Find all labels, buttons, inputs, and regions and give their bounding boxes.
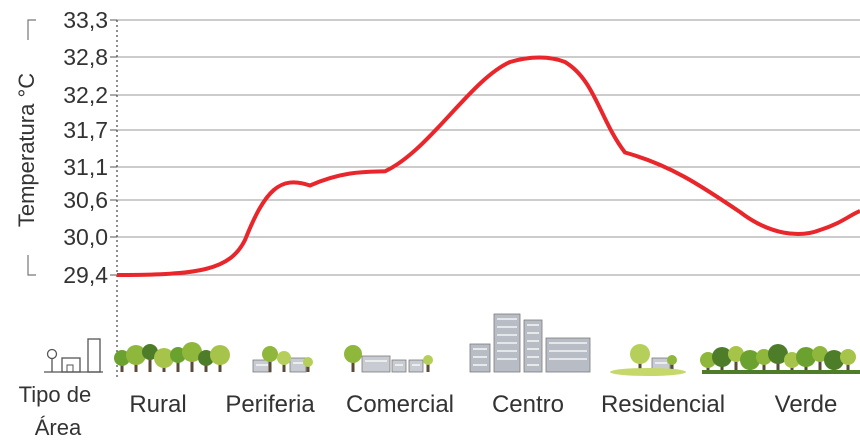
- tree-icon: [154, 348, 174, 372]
- tree-icon: [210, 345, 230, 372]
- building-icon: [469, 343, 491, 373]
- tree-icon: [630, 344, 650, 372]
- building-icon: [545, 337, 591, 373]
- tree-icon: [784, 352, 800, 372]
- building-icon: [408, 359, 424, 373]
- y-axis: 33,3 32,8 32,2 31,7 31,1 30,6 30,0 29,4: [63, 7, 117, 288]
- y-tick-label: 29,4: [63, 262, 108, 288]
- category-label: Verde: [775, 391, 838, 418]
- building-icon: [361, 355, 391, 373]
- tree-icon: [262, 346, 278, 372]
- area-type-icon: [44, 338, 103, 373]
- category-labels: Rural Periferia Comercial Centro Residencial…: [129, 391, 837, 418]
- tree-icon: [303, 357, 313, 372]
- area-illustrations: [44, 313, 860, 376]
- category-label: Rural: [129, 391, 186, 418]
- tree-icon: [423, 355, 433, 372]
- tree-icon: [344, 345, 362, 372]
- tree-icon: [840, 349, 856, 372]
- tree-icon: [756, 349, 772, 372]
- building-icon: [523, 319, 543, 373]
- grid-lines: [117, 19, 860, 276]
- x-axis-label-line-1: Tipo de: [19, 382, 92, 407]
- tree-icon: [667, 355, 677, 372]
- category-label: Comercial: [346, 391, 454, 418]
- y-tick-label: 30,0: [63, 224, 108, 250]
- x-axis-label: Tipo de Área: [19, 382, 98, 440]
- building-icon: [391, 359, 407, 373]
- y-tick-label: 30,6: [63, 187, 108, 213]
- tree-icon: [728, 346, 744, 372]
- y-tick-label: 32,8: [63, 44, 108, 70]
- tree-icon: [712, 347, 732, 372]
- y-axis-label-bracket: [27, 19, 36, 276]
- category-label: Centro: [492, 391, 564, 418]
- y-axis-label: Temperatura °C: [14, 73, 39, 227]
- tree-icon: [824, 350, 844, 372]
- category-label: Residencial: [601, 391, 725, 418]
- y-tick-label: 31,7: [63, 117, 108, 143]
- grass-icon: [610, 368, 686, 376]
- tree-icon: [812, 346, 828, 372]
- tree-icon: [277, 351, 291, 372]
- x-axis-label-line-2: Área: [35, 415, 82, 440]
- temperature-line: [116, 55, 860, 277]
- tree-icon: [700, 352, 716, 372]
- tree-icon: [796, 347, 816, 372]
- y-tick-label: 31,1: [63, 154, 108, 180]
- tree-icon: [142, 344, 158, 372]
- tree-icon: [182, 342, 202, 372]
- tree-icon: [198, 350, 214, 372]
- building-icon: [289, 357, 307, 373]
- tree-icon: [740, 350, 760, 372]
- tree-icon: [126, 345, 146, 372]
- tree-icon: [768, 344, 788, 372]
- tree-icon: [170, 347, 186, 372]
- y-tick-label: 32,2: [63, 82, 108, 108]
- category-label: Periferia: [225, 391, 315, 418]
- building-icon: [493, 313, 521, 373]
- tree-icon: [114, 350, 130, 372]
- ground-strip: [702, 370, 860, 374]
- y-tick-label: 33,3: [63, 7, 108, 33]
